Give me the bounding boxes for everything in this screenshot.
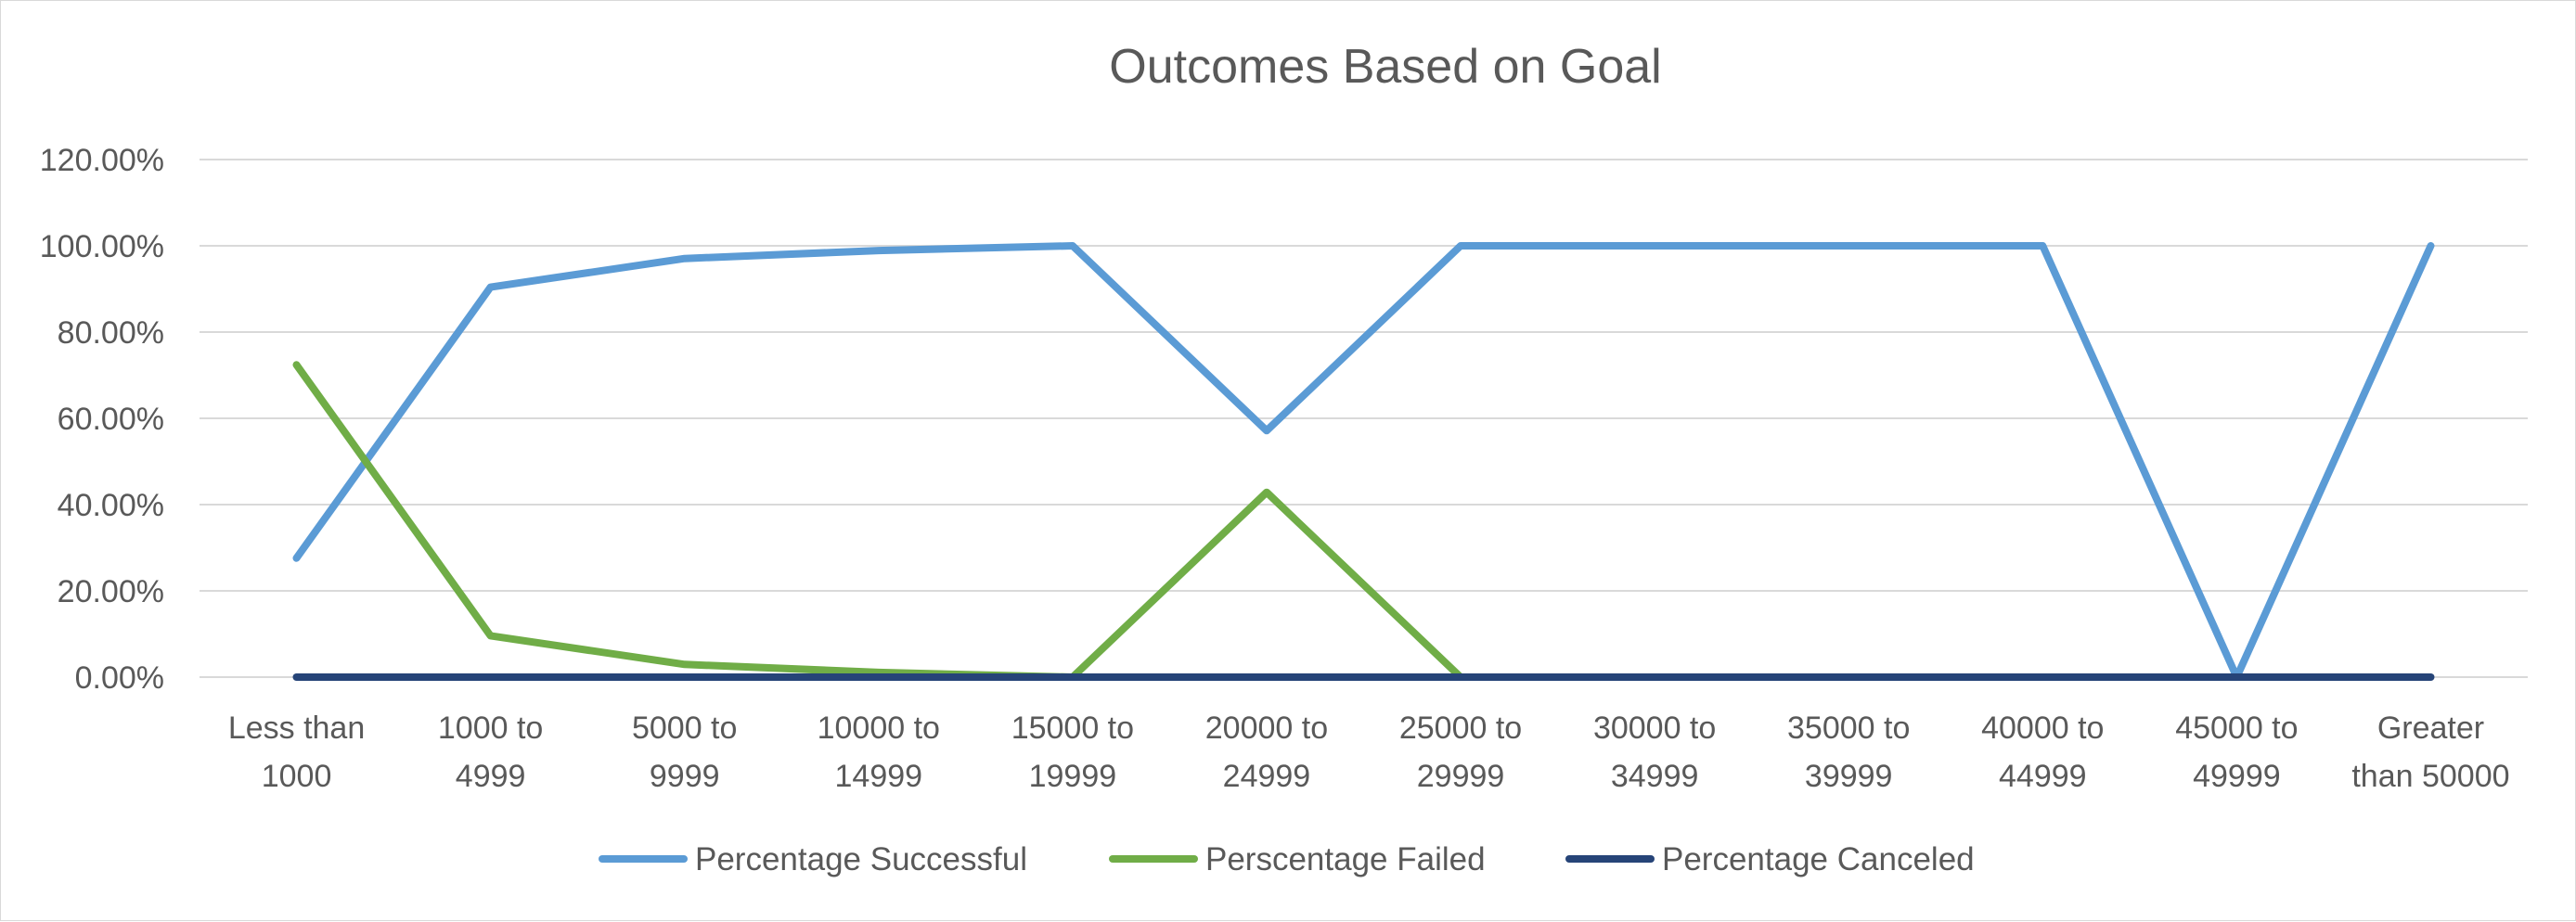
x-tick-label-line: Greater: [2377, 711, 2484, 746]
gridlines: [200, 159, 2528, 678]
x-tick-label-line: 4999: [456, 759, 526, 794]
legend-label: Perscentage Failed: [1205, 841, 1486, 877]
x-tick-label-line: 49999: [2193, 759, 2281, 794]
x-tick-label-line: 14999: [835, 759, 923, 794]
x-tick-label: 40000 to 44999: [1981, 711, 2104, 794]
x-tick-label-line: 15000 to: [1011, 711, 1134, 746]
y-tick-label: 0.00%: [75, 660, 164, 696]
x-tick-label: Greater than 50000: [2351, 711, 2509, 794]
x-tick-label-line: 25000 to: [1399, 711, 1522, 746]
x-tick-label: Less than 1000: [228, 711, 365, 794]
x-tick-label-line: 24999: [1223, 759, 1311, 794]
x-tick-label-line: 34999: [1611, 759, 1699, 794]
x-tick-label-line: 10000 to: [818, 711, 940, 746]
y-tick-label: 100.00%: [40, 229, 164, 264]
x-tick-label: 5000 to 9999: [632, 711, 737, 794]
y-tick-label: 20.00%: [58, 574, 164, 609]
x-tick-label: 1000 to 4999: [438, 711, 543, 794]
x-tick-label-line: 30000 to: [1593, 711, 1716, 746]
x-tick-label-line: 35000 to: [1787, 711, 1910, 746]
legend-label: Percentage Canceled: [1662, 841, 1975, 877]
y-tick-label: 60.00%: [58, 402, 164, 437]
x-tick-label-line: 1000: [262, 759, 332, 794]
x-tick-label: 20000 to 24999: [1205, 711, 1328, 794]
legend-label: Percentage Successful: [695, 841, 1027, 877]
x-tick-label-line: 19999: [1029, 759, 1117, 794]
x-tick-label-line: 9999: [650, 759, 720, 794]
series-line-1: [292, 242, 2435, 681]
x-tick-label-line: 45000 to: [2175, 711, 2298, 746]
x-tick-label-line: 1000 to: [438, 711, 543, 746]
x-tick-label-line: Less than: [228, 711, 365, 746]
x-tick-label: 45000 to 49999: [2175, 711, 2298, 794]
chart-title: Outcomes Based on Goal: [1109, 40, 1661, 94]
x-tick-label-line: 29999: [1417, 759, 1505, 794]
x-tick-label-line: 5000 to: [632, 711, 737, 746]
y-tick-label: 80.00%: [58, 315, 164, 351]
x-tick-label-line: 40000 to: [1981, 711, 2104, 746]
x-tick-label: 25000 to 29999: [1399, 711, 1522, 794]
y-axis-tick-labels: 0.00% 20.00% 40.00% 60.00% 80.00% 100.00% 120.…: [40, 143, 164, 696]
x-axis-tick-labels: Less than 1000 1000 to 4999 5000 to 9999 10000…: [228, 711, 2510, 794]
legend: Percentage Successful Perscentage Failed P…: [599, 841, 1975, 877]
x-tick-label-line: than 50000: [2351, 759, 2509, 794]
series-line-2: [292, 361, 1464, 681]
x-tick-label-line: 39999: [1805, 759, 1893, 794]
series-lines: [292, 242, 2435, 681]
x-tick-label: 30000 to 34999: [1593, 711, 1716, 794]
x-tick-label: 15000 to 19999: [1011, 711, 1134, 794]
x-tick-label: 35000 to 39999: [1787, 711, 1910, 794]
y-tick-label: 40.00%: [58, 488, 164, 523]
x-tick-label-line: 20000 to: [1205, 711, 1328, 746]
x-tick-label-line: 44999: [1999, 759, 2087, 794]
y-tick-label: 120.00%: [40, 143, 164, 178]
x-tick-label: 10000 to 14999: [818, 711, 940, 794]
